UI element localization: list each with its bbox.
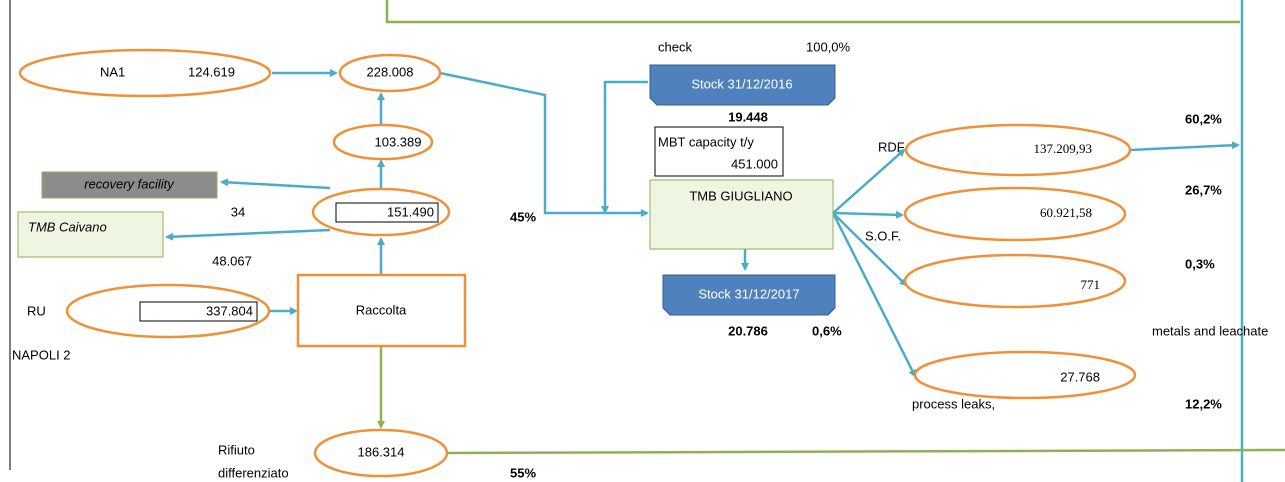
- value-151: 151.490: [387, 204, 434, 219]
- rdf-value: 137.209,93: [1034, 141, 1093, 156]
- stock-2017-value: 20.786: [728, 323, 768, 338]
- ru-value: 337.804: [206, 303, 253, 318]
- share-label: 55%: [510, 465, 536, 480]
- share-label: 45%: [510, 209, 536, 224]
- stock-2017-box: [662, 274, 836, 316]
- differenziato-label: Rifiuto: [218, 442, 255, 457]
- differenziato-value: 186.314: [358, 444, 405, 459]
- leaks-share: 12,2%: [1185, 396, 1222, 411]
- leaks-value: 27.768: [1060, 369, 1100, 384]
- rdf-label: RDF: [878, 139, 905, 154]
- ellipse-103: [332, 123, 434, 161]
- tmb-giugliano-box: [649, 179, 834, 250]
- differenziato-ellipse: [313, 428, 449, 478]
- tmb-giugliano-label: TMB GIUGLIANO: [689, 188, 792, 203]
- sof-value: 60.921,58: [1040, 205, 1092, 220]
- metals-value: 771: [1081, 277, 1101, 292]
- stock-2017-share: 0,6%: [812, 323, 842, 338]
- raccolta-label: Raccolta: [356, 302, 407, 317]
- stock-2016-label: Stock 31/12/2016: [691, 76, 792, 91]
- capacity-value: 451.000: [731, 156, 778, 171]
- metals-ellipse: [903, 253, 1127, 309]
- total-ellipse: [338, 53, 442, 93]
- ru-label: RU: [27, 303, 46, 318]
- top-green-line: [385, 0, 1240, 24]
- rdf-ellipse: [904, 123, 1132, 177]
- capacity-label: MBT capacity t/y: [658, 134, 754, 149]
- caivano-label: TMB Caivano: [28, 219, 107, 234]
- check-label: check: [658, 39, 692, 54]
- na1-label: NA1: [100, 64, 125, 79]
- metals-share: 0,3%: [1185, 256, 1215, 271]
- check-value: 100,0%: [806, 39, 851, 54]
- leaks-label: process leaks,: [912, 396, 995, 411]
- na1-ellipse: [18, 48, 272, 98]
- value-box: [139, 301, 258, 322]
- stock-2017-label: Stock 31/12/2017: [698, 286, 799, 301]
- rdf-share: 60,2%: [1185, 111, 1222, 126]
- na1-value: 124.619: [188, 64, 235, 79]
- value-box: [335, 202, 439, 223]
- sof-ellipse: [903, 186, 1127, 242]
- leaks-ellipse: [913, 350, 1137, 400]
- sof-label: S.O.F.: [865, 228, 901, 243]
- stock-2016-value: 19.448: [728, 109, 768, 124]
- value-103: 103.389: [375, 134, 422, 149]
- recovery-box: [41, 171, 218, 199]
- area-label: NAPOLI 2: [12, 347, 71, 362]
- recovery-value: 34: [231, 204, 245, 219]
- differenziato-label: differenziato: [218, 465, 289, 480]
- bottom-green-line: [447, 448, 1285, 455]
- raccolta-box: [296, 273, 467, 348]
- recovery-label: recovery facility: [84, 176, 175, 191]
- total-value: 228.008: [367, 64, 414, 79]
- caivano-box: [17, 211, 164, 258]
- metals-label: metals and leachate: [1152, 323, 1268, 338]
- arrows: [165, 69, 1240, 429]
- sof-share: 26,7%: [1185, 182, 1222, 197]
- caivano-value: 48.067: [212, 253, 252, 268]
- capacity-box: [654, 126, 784, 177]
- stock-2016-box: [649, 64, 836, 106]
